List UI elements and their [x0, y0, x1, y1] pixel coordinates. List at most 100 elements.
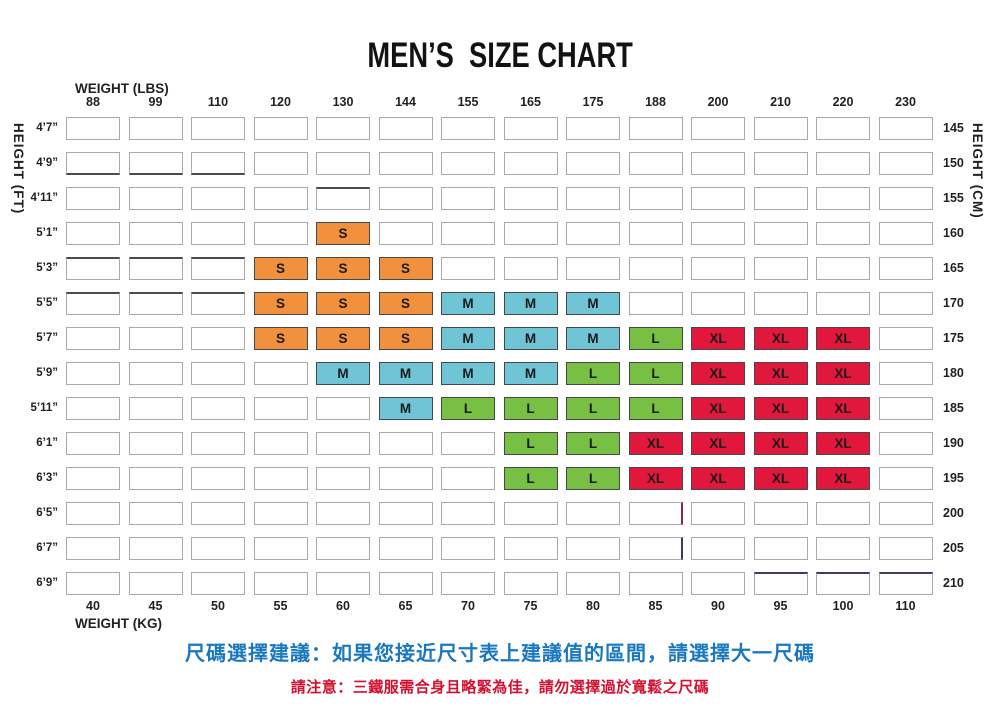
cm-tick: 210	[943, 576, 964, 590]
empty-cell	[191, 502, 245, 525]
kg-tick: 110	[895, 599, 916, 613]
weight-lbs-axis-label: WEIGHT (LBS)	[75, 81, 169, 96]
empty-cell	[66, 502, 120, 525]
empty-cell	[316, 187, 370, 210]
kg-tick: 45	[148, 599, 163, 613]
empty-cell	[441, 187, 495, 210]
empty-cell	[566, 187, 620, 210]
cm-tick: 180	[943, 366, 964, 380]
empty-cell	[441, 117, 495, 140]
kg-tick: 55	[273, 599, 288, 613]
weight-kg-tick-row: 40 45 50 55 60 65 70 75 80 85 90 95 100 110	[66, 599, 933, 613]
empty-cell	[191, 152, 245, 175]
empty-cell	[316, 502, 370, 525]
cm-tick: 175	[943, 331, 964, 345]
empty-cell	[66, 222, 120, 245]
empty-cell	[253, 222, 308, 245]
lbs-tick: 88	[86, 95, 100, 109]
page-title-text: MEN’S SIZE CHART	[367, 36, 633, 75]
cm-tick: 160	[943, 226, 964, 240]
lbs-tick: 165	[520, 95, 541, 109]
empty-cell	[66, 397, 120, 420]
weight-lbs-tick-row: 88 99 110 120 130 144 155 165 175 188 200 210 220 230	[66, 95, 933, 109]
empty-cell	[66, 152, 120, 175]
empty-cell	[816, 187, 870, 210]
empty-cell	[128, 502, 183, 525]
size-cell: M	[316, 362, 370, 385]
empty-cell	[753, 292, 808, 315]
empty-cell	[378, 117, 433, 140]
empty-cell	[378, 502, 433, 525]
weight-kg-axis-label: WEIGHT (KG)	[75, 616, 162, 631]
empty-cell	[316, 537, 370, 560]
empty-cell	[253, 432, 308, 455]
size-cell: M	[503, 327, 558, 350]
size-cell: L	[566, 397, 620, 420]
empty-cell	[628, 502, 683, 525]
size-cell: XL	[691, 362, 745, 385]
empty-cell	[191, 397, 245, 420]
empty-cell	[628, 117, 683, 140]
empty-cell	[816, 117, 870, 140]
empty-cell	[66, 257, 120, 280]
empty-cell	[691, 257, 745, 280]
height-ft-axis-label: HEIGHT (FT)	[11, 123, 26, 215]
size-cell: XL	[691, 467, 745, 490]
empty-cell	[191, 327, 245, 350]
empty-cell	[753, 257, 808, 280]
empty-cell	[128, 257, 183, 280]
size-cell: XL	[816, 467, 870, 490]
empty-cell	[878, 292, 933, 315]
empty-cell	[878, 397, 933, 420]
empty-cell	[66, 362, 120, 385]
empty-cell	[316, 572, 370, 595]
size-cell: S	[316, 292, 370, 315]
height-cm-tick-column: 145 150 155 160 165 170 175 180 185 190 195 200 205 2…	[943, 117, 964, 595]
empty-cell	[378, 432, 433, 455]
size-cell: L	[628, 362, 683, 385]
kg-tick: 95	[773, 599, 788, 613]
empty-cell	[128, 152, 183, 175]
empty-cell	[753, 222, 808, 245]
empty-cell	[816, 502, 870, 525]
size-cell: M	[441, 292, 495, 315]
empty-cell	[253, 187, 308, 210]
empty-cell	[878, 467, 933, 490]
empty-cell	[503, 222, 558, 245]
size-cell: L	[566, 362, 620, 385]
empty-cell	[441, 537, 495, 560]
size-cell: XL	[753, 397, 808, 420]
lbs-tick: 99	[148, 95, 163, 109]
empty-cell	[878, 572, 933, 595]
size-cell: S	[316, 257, 370, 280]
size-cell: L	[566, 467, 620, 490]
empty-cell	[878, 327, 933, 350]
empty-cell	[441, 432, 495, 455]
empty-cell	[753, 187, 808, 210]
empty-cell	[128, 467, 183, 490]
empty-cell	[753, 537, 808, 560]
lbs-tick: 120	[270, 95, 291, 109]
empty-cell	[191, 292, 245, 315]
kg-tick: 100	[832, 599, 854, 613]
empty-cell	[878, 257, 933, 280]
empty-cell	[128, 432, 183, 455]
ft-tick: 6’1”	[36, 437, 58, 449]
lbs-tick: 200	[707, 95, 729, 109]
empty-cell	[191, 222, 245, 245]
fit-warning-note: 請注意：三鐵服需合身且略緊為佳，請勿選擇過於寬鬆之尺碼	[290, 678, 710, 696]
empty-cell	[66, 292, 120, 315]
ft-tick: 4’11”	[30, 192, 59, 204]
empty-cell	[816, 292, 870, 315]
kg-tick: 85	[648, 599, 663, 613]
empty-cell	[691, 537, 745, 560]
size-grid: S S S S S S S M M M S S S M M M L XL XL XL M M M M L L XL XL XL M L L L L…	[66, 117, 933, 595]
empty-cell	[753, 572, 808, 595]
empty-cell	[816, 222, 870, 245]
empty-cell	[691, 502, 745, 525]
size-cell: XL	[753, 432, 808, 455]
ft-tick: 5’11”	[30, 402, 59, 414]
empty-cell	[441, 502, 495, 525]
empty-cell	[628, 572, 683, 595]
